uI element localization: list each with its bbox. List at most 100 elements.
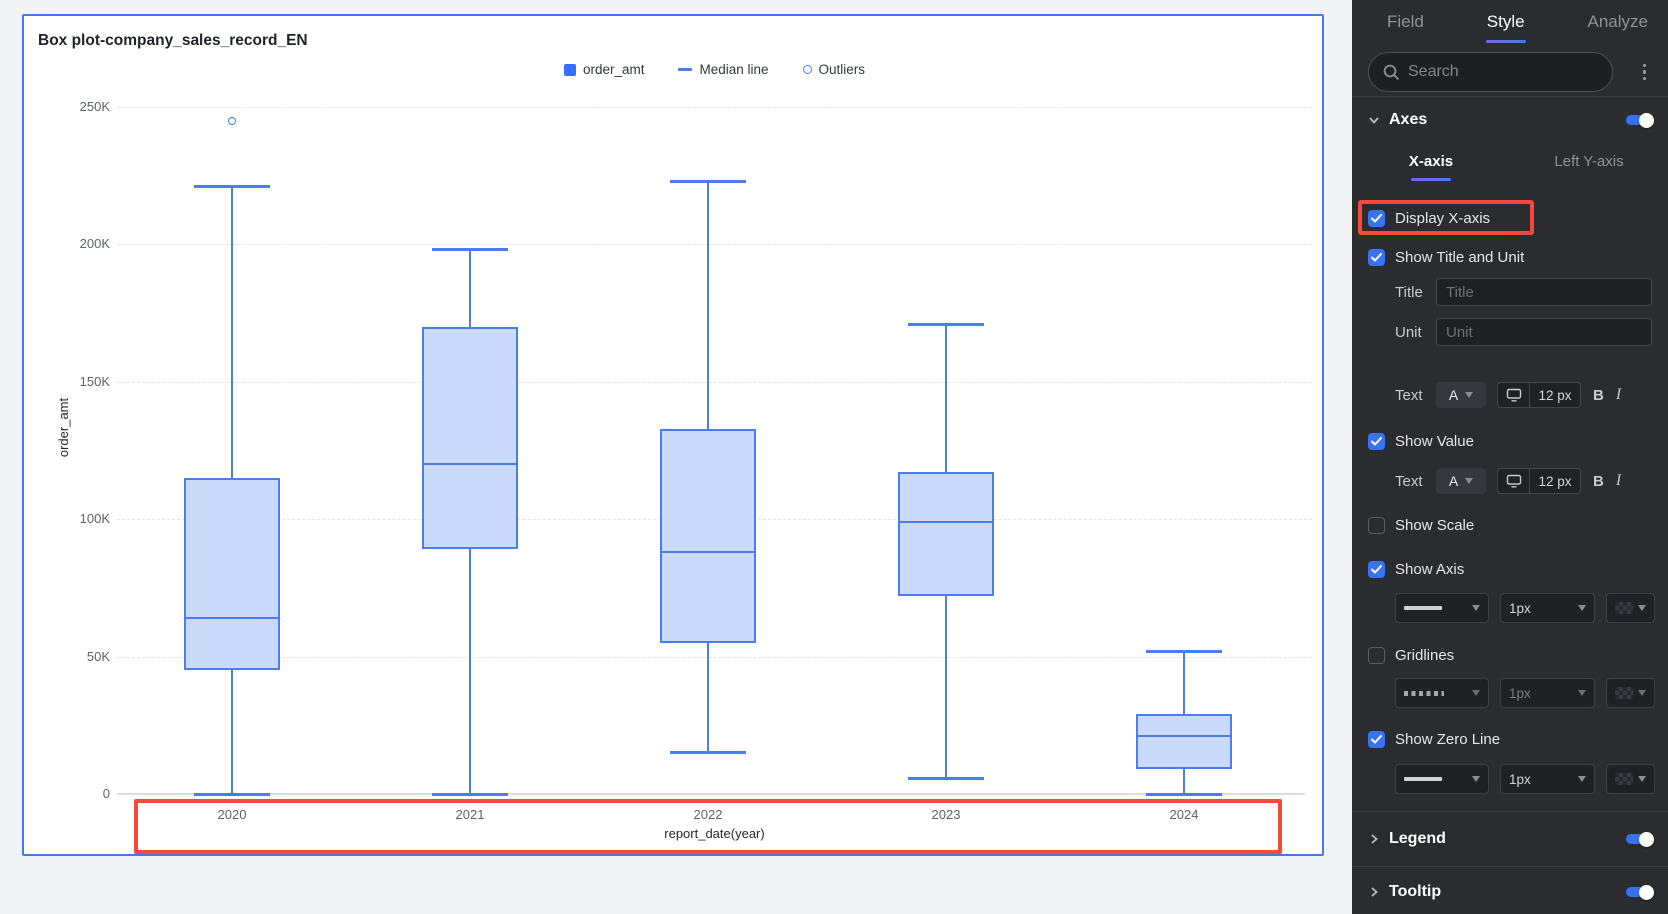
tab-field[interactable]: Field [1387, 12, 1424, 31]
italic-button[interactable]: I [1615, 472, 1622, 489]
show-zero-line-checkbox[interactable] [1368, 730, 1385, 748]
display-x-axis-checkbox[interactable] [1368, 209, 1385, 227]
caret-down-icon [1465, 478, 1474, 484]
dash-marker-icon [678, 68, 693, 71]
option-label: Show Axis [1395, 560, 1465, 578]
option-show-value[interactable]: Show Value [1368, 430, 1652, 452]
caret-down-icon [1638, 690, 1646, 696]
option-show-scale[interactable]: Show Scale [1368, 514, 1652, 536]
line-color-dropdown[interactable] [1606, 678, 1655, 708]
line-width-dropdown[interactable]: 1px [1500, 593, 1595, 623]
axes-toggle[interactable] [1626, 112, 1654, 128]
caret-down-icon [1472, 690, 1480, 696]
search-input[interactable] [1368, 52, 1613, 92]
axis-subtabs: X-axis Left Y-axis [1352, 141, 1668, 181]
subtab-x-axis[interactable]: X-axis [1352, 141, 1510, 181]
unit-input[interactable] [1436, 318, 1652, 346]
chart-card[interactable]: Box plot-company_sales_record_EN order_a… [22, 14, 1324, 856]
whisker-cap-high [908, 322, 984, 326]
line-style-dropdown[interactable] [1395, 764, 1489, 794]
option-label: Show Value [1395, 432, 1474, 450]
gridline-style-row: 1px [1395, 678, 1668, 708]
solid-line-swatch [1404, 777, 1442, 781]
line-color-dropdown[interactable] [1606, 593, 1655, 623]
gridlines-checkbox[interactable] [1368, 646, 1385, 664]
option-show-zero-line[interactable]: Show Zero Line [1368, 728, 1652, 750]
search-field[interactable] [1408, 63, 1578, 81]
whisker-cap-low [908, 777, 984, 781]
legend-toggle[interactable] [1626, 831, 1654, 847]
line-style-dropdown[interactable] [1395, 593, 1489, 623]
field-label: Text [1395, 386, 1423, 404]
color-swatch [1615, 602, 1633, 614]
show-scale-checkbox[interactable] [1368, 516, 1385, 534]
box-median-line [660, 551, 756, 554]
line-style-dropdown[interactable] [1395, 678, 1489, 708]
screen-adapt-button[interactable] [1498, 383, 1530, 407]
section-axes[interactable]: Axes [1352, 105, 1668, 135]
annotation-x-axis-highlight [134, 799, 1282, 854]
caret-down-icon [1465, 392, 1474, 398]
title-input[interactable] [1436, 278, 1652, 306]
panel-tabs: Field Style Analyze [1352, 0, 1668, 44]
whisker-cap-high [670, 179, 746, 183]
value-text-row: Text A 12 px B I [1395, 468, 1652, 494]
font-color-dropdown[interactable]: A [1436, 382, 1486, 408]
zero-line-style-row: 1px [1395, 764, 1668, 794]
box-iqr [898, 472, 994, 597]
show-title-unit-checkbox[interactable] [1368, 248, 1385, 266]
x-tick-label: 2021 [455, 807, 485, 822]
outlier-point [228, 116, 236, 125]
legend-item-outliers[interactable]: Outliers [802, 62, 865, 77]
option-display-x-axis[interactable]: Display X-axis [1358, 200, 1652, 235]
section-label: Legend [1389, 830, 1446, 847]
section-legend[interactable]: Legend [1352, 812, 1668, 866]
box-median-line [1136, 735, 1232, 738]
tab-style[interactable]: Style [1485, 0, 1526, 44]
x-tick-label: 2020 [217, 807, 247, 822]
whisker-cap-high [1146, 649, 1222, 653]
box-iqr [660, 428, 756, 643]
font-color-dropdown[interactable]: A [1436, 468, 1486, 494]
box-median-line [184, 617, 280, 620]
screen-adapt-button[interactable] [1498, 469, 1530, 493]
caret-down-icon [1472, 605, 1480, 611]
option-show-axis[interactable]: Show Axis [1368, 558, 1652, 580]
font-size-value[interactable]: 12 px [1530, 469, 1580, 493]
bold-button[interactable]: B [1593, 472, 1604, 490]
tooltip-toggle[interactable] [1626, 884, 1654, 900]
line-color-dropdown[interactable] [1606, 764, 1655, 794]
caret-down-icon [1578, 690, 1586, 696]
whisker-cap-low [432, 792, 508, 796]
more-options-icon[interactable] [1642, 63, 1646, 81]
box-plot: 0 50K 100K 150K 200K 250K 2020 2021 2022 2023 2024 [24, 16, 1322, 854]
legend-item-median-line[interactable]: Median line [678, 62, 769, 77]
option-show-title-and-unit[interactable]: Show Title and Unit [1368, 246, 1652, 268]
show-value-checkbox[interactable] [1368, 432, 1385, 450]
whisker-cap-low [194, 792, 270, 796]
y-tick-label: 0 [102, 786, 110, 801]
y-axis-title: order_amt [56, 397, 72, 458]
option-gridlines[interactable]: Gridlines [1368, 644, 1652, 666]
x-tick-label: 2024 [1169, 807, 1199, 822]
caret-down-icon [1472, 776, 1480, 782]
bold-button[interactable]: B [1593, 386, 1604, 404]
color-swatch [1615, 687, 1633, 699]
circle-marker-icon [802, 65, 812, 74]
line-width-dropdown[interactable]: 1px [1500, 678, 1595, 708]
show-axis-checkbox[interactable] [1368, 560, 1385, 578]
font-size-value[interactable]: 12 px [1530, 383, 1580, 407]
legend-item-order_amt[interactable]: order_amt [563, 62, 644, 77]
section-tooltip[interactable]: Tooltip [1352, 867, 1668, 914]
axis-line-style-row: 1px [1395, 593, 1668, 623]
line-width-dropdown[interactable]: 1px [1500, 764, 1595, 794]
color-swatch [1615, 773, 1633, 785]
dotted-line-swatch [1404, 690, 1444, 696]
tab-analyze[interactable]: Analyze [1587, 12, 1648, 31]
x-tick-label: 2023 [931, 807, 961, 822]
option-label: Show Title and Unit [1395, 248, 1525, 266]
y-tick-label: 100K [79, 511, 110, 527]
subtab-left-y-axis[interactable]: Left Y-axis [1554, 152, 1624, 170]
divider [1352, 96, 1668, 97]
italic-button[interactable]: I [1615, 386, 1622, 403]
